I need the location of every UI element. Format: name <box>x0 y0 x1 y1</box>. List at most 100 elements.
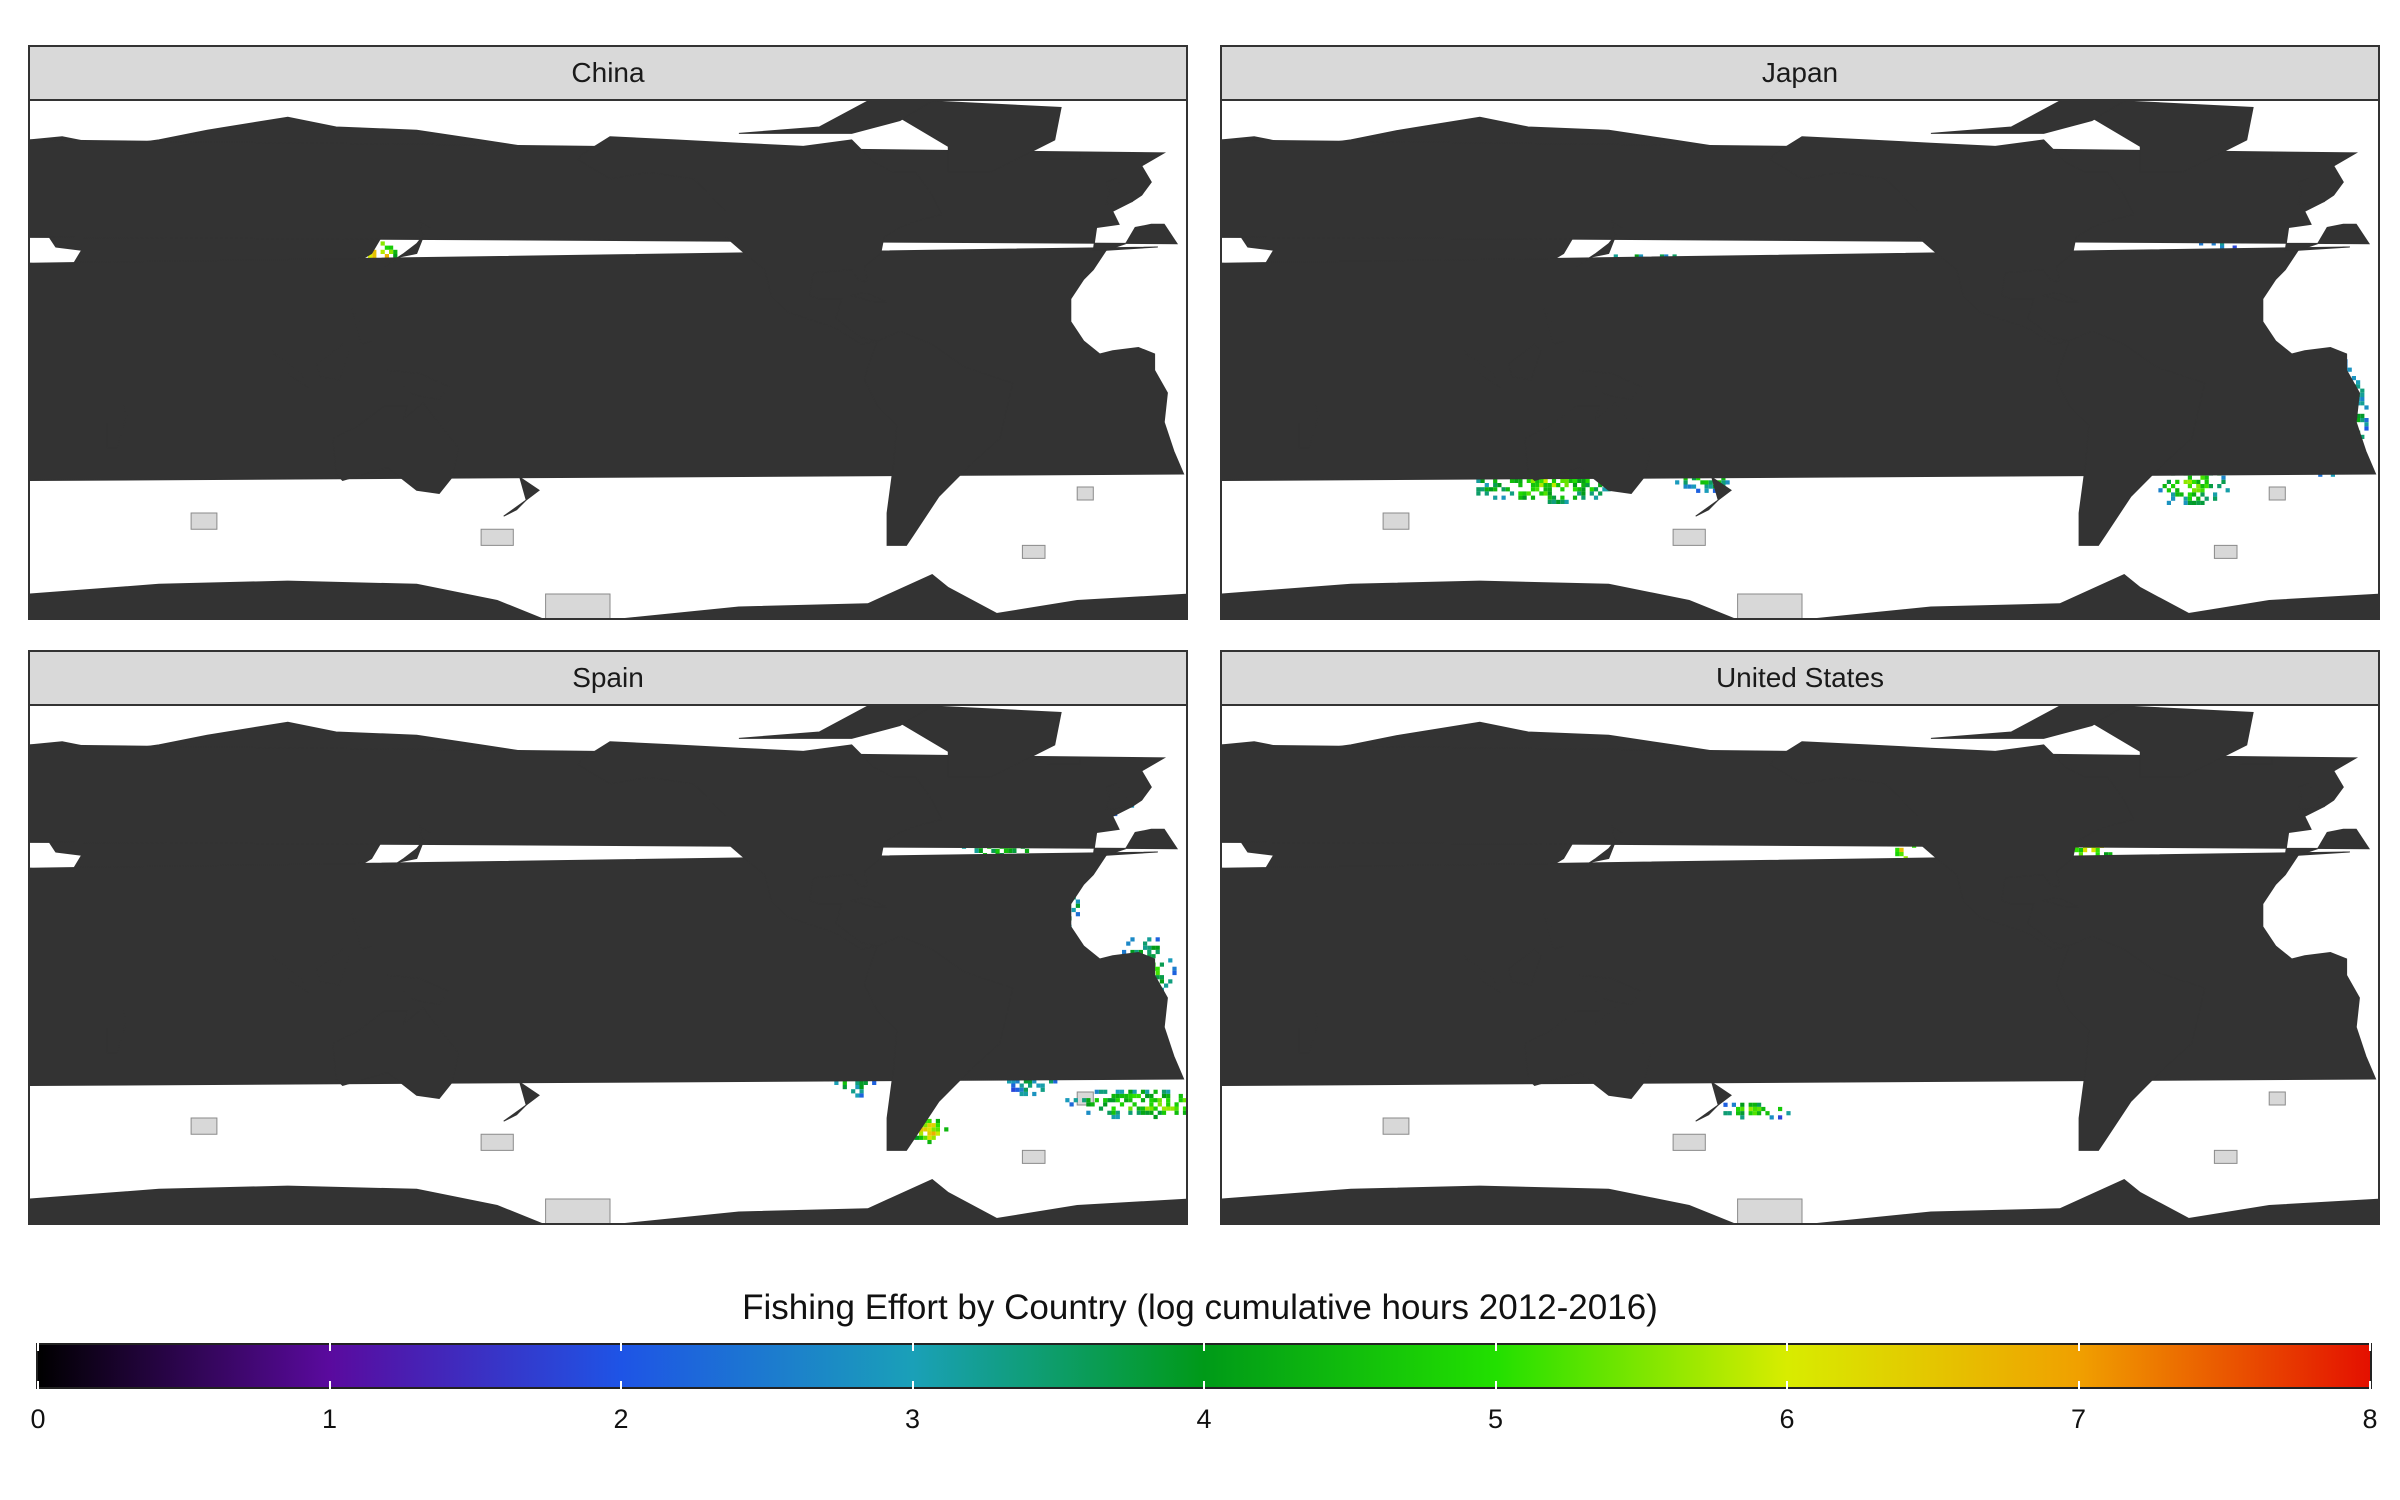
effort-cell <box>1187 1098 1188 1102</box>
effort-cell <box>2095 848 2100 853</box>
effort-cell <box>1530 483 1536 488</box>
effort-cell <box>1172 966 1177 971</box>
effort-cell <box>1543 483 1548 488</box>
effort-cell <box>1019 1083 1024 1088</box>
effort-cell <box>2360 413 2365 418</box>
effort-cell <box>1539 491 1544 496</box>
effort-cell <box>1011 1079 1016 1084</box>
effort-cell <box>944 1127 949 1132</box>
effort-cell <box>1161 1089 1167 1094</box>
effort-cell <box>1003 848 1009 853</box>
effort-cell <box>1522 491 1527 496</box>
land-cuba <box>2041 896 2080 908</box>
effort-cell <box>1111 1093 1116 1099</box>
effort-cell <box>1178 1098 1183 1103</box>
effort-cell <box>2196 496 2201 501</box>
effort-cell <box>1174 1110 1179 1115</box>
effort-cell <box>1159 979 1164 984</box>
effort-cell <box>1721 480 1726 485</box>
effort-cell <box>1761 1106 1766 1112</box>
effort-cell <box>1518 491 1523 496</box>
effort-cell <box>978 848 983 853</box>
effort-cell <box>1159 962 1164 967</box>
land-borneo <box>1508 948 1542 986</box>
effort-cell <box>1111 1110 1116 1115</box>
effort-cell <box>1522 495 1527 500</box>
land-uk <box>1105 783 1133 811</box>
effort-cell <box>1143 941 1148 946</box>
colorbar-tick-mark <box>620 1343 622 1351</box>
effort-cell <box>2200 484 2205 489</box>
effort-cell <box>1501 487 1506 492</box>
effort-cell <box>1551 495 1557 500</box>
effort-cell <box>855 1080 860 1085</box>
effort-cell <box>2166 500 2171 505</box>
effort-cell <box>1082 1098 1087 1103</box>
effort-cell <box>1140 1089 1146 1094</box>
effort-cell <box>1023 1087 1028 1092</box>
land-new-zealand-s <box>503 1104 527 1122</box>
effort-cell <box>859 1085 864 1090</box>
marine-protected-area <box>2268 486 2286 501</box>
effort-cell <box>1564 478 1569 483</box>
land-greenland <box>2084 101 2254 173</box>
effort-cell <box>1008 848 1013 853</box>
land-canada-arctic <box>1930 706 2126 739</box>
effort-cell <box>935 1127 940 1132</box>
effort-cell <box>1497 483 1502 488</box>
land-philippines <box>351 308 373 345</box>
effort-cell <box>1132 1093 1137 1099</box>
effort-cell <box>2192 492 2197 497</box>
effort-cell <box>1147 945 1152 950</box>
effort-cell <box>2175 492 2180 497</box>
effort-cell <box>872 1080 877 1085</box>
marine-protected-area <box>1382 1117 1410 1135</box>
effort-cell <box>2183 496 2188 501</box>
map-svg <box>30 706 1188 1223</box>
effort-cell <box>1484 487 1489 492</box>
effort-cell <box>1155 970 1160 976</box>
effort-cell <box>1132 1089 1137 1094</box>
effort-cell <box>1518 483 1523 488</box>
effort-cell <box>919 1127 924 1132</box>
effort-cell <box>1145 1110 1150 1115</box>
land-uk <box>2297 783 2325 811</box>
marine-protected-area <box>1737 1198 1803 1223</box>
effort-cell <box>1551 478 1557 483</box>
effort-cell <box>1526 478 1531 483</box>
effort-cell <box>1748 1102 1753 1107</box>
facet-title: Japan <box>1761 57 1839 88</box>
effort-cell <box>2192 500 2197 505</box>
colorbar-tick-mark <box>328 1343 331 1351</box>
colorbar-tick-mark <box>1494 1381 1497 1389</box>
effort-cell <box>1740 1111 1745 1116</box>
land-new-guinea <box>1578 369 1642 400</box>
effort-cell <box>855 1093 860 1098</box>
land-new-zealand-s <box>503 499 527 517</box>
effort-cell <box>1723 1111 1728 1116</box>
colorbar-tick-mark <box>620 1381 622 1389</box>
land-south-america <box>864 330 1014 546</box>
effort-cell <box>1769 1115 1774 1120</box>
effort-cell <box>2083 848 2088 853</box>
effort-cell <box>2187 500 2192 505</box>
land-canada-arctic <box>738 706 934 739</box>
effort-cell <box>1119 1102 1125 1107</box>
effort-cell <box>1589 491 1594 496</box>
effort-cell <box>1476 491 1481 496</box>
effort-cell <box>1168 958 1173 963</box>
effort-cell <box>1024 848 1030 853</box>
colorbar-tick-mark <box>328 1381 331 1389</box>
land-south-america <box>2056 330 2206 546</box>
effort-cell <box>1166 1098 1171 1103</box>
marine-protected-area <box>545 1198 611 1223</box>
colorbar-tick-mark <box>37 1343 39 1351</box>
marine-protected-area <box>480 528 514 546</box>
facet-title: Spain <box>572 662 644 693</box>
effort-cell <box>2196 479 2201 484</box>
land-iceland <box>1046 757 1081 765</box>
effort-cell <box>2196 488 2201 493</box>
land-madagascar <box>1298 404 1320 449</box>
effort-cell <box>1518 495 1523 500</box>
effort-cell <box>1157 1102 1162 1107</box>
